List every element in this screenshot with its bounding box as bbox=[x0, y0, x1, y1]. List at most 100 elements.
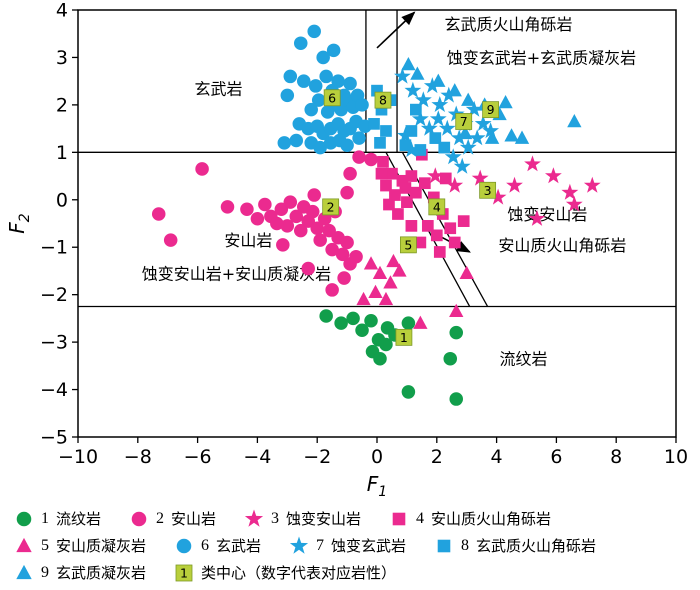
legend-item: 7 蚀变玄武岩 bbox=[289, 535, 406, 556]
data-point-series-8 bbox=[380, 125, 392, 137]
legend-row: 5 安山质凝灰岩 6 玄武岩 7 蚀变玄武岩 8 玄武质火山角砾岩 bbox=[14, 535, 700, 556]
circle-glyph bbox=[16, 511, 32, 526]
legend-item: 1 类中心（数字代表对应岩性） bbox=[174, 562, 396, 583]
legend-label: 蚀变玄武岩 bbox=[331, 537, 407, 555]
class-center-box bbox=[374, 91, 392, 109]
data-point-series-9 bbox=[567, 113, 582, 128]
y-tick-label: 2 bbox=[56, 94, 68, 116]
legend-label: 安山岩 bbox=[171, 510, 217, 528]
legend-label: 玄武质火山角砾岩 bbox=[476, 537, 597, 555]
data-point-series-2 bbox=[317, 211, 332, 226]
center-marker-icon: 1 bbox=[175, 564, 193, 581]
data-point-series-6 bbox=[289, 133, 304, 148]
data-point-series-9 bbox=[458, 125, 473, 140]
star-glyph bbox=[289, 536, 309, 554]
data-point-series-7 bbox=[459, 138, 477, 155]
data-point-series-2 bbox=[340, 185, 354, 200]
class-center-number: 5 bbox=[404, 237, 412, 252]
class-center: 2 bbox=[322, 198, 340, 216]
legend-label: 玄武质凝灰岩 bbox=[56, 564, 147, 582]
data-point-series-6 bbox=[319, 69, 333, 84]
data-point-series-7 bbox=[431, 96, 449, 112]
data-point-series-2 bbox=[195, 162, 209, 176]
y-axis-title: F2 bbox=[5, 213, 33, 234]
class-center: 8 bbox=[374, 91, 392, 109]
legend-item: 4 安山质火山角砾岩 bbox=[389, 508, 551, 529]
data-point-series-5 bbox=[368, 284, 383, 299]
data-point-series-4 bbox=[377, 155, 389, 168]
x-tick-label: 0 bbox=[371, 446, 383, 468]
x-tick-label: 2 bbox=[431, 446, 443, 468]
y-tick-label: 0 bbox=[56, 189, 68, 211]
legend-number: 1 bbox=[41, 509, 49, 527]
class-center-swatch-number: 1 bbox=[180, 565, 188, 580]
data-point-series-7 bbox=[453, 157, 471, 174]
data-point-series-6 bbox=[331, 74, 345, 88]
x-tick-label: 10 bbox=[664, 446, 688, 468]
class-center-number: 6 bbox=[328, 90, 336, 105]
data-point-series-3 bbox=[561, 183, 579, 200]
data-point-series-1 bbox=[443, 351, 458, 366]
data-point-series-8 bbox=[368, 118, 380, 130]
data-point-series-2 bbox=[163, 233, 178, 247]
data-point-series-1 bbox=[379, 337, 393, 352]
data-point-series-5 bbox=[386, 253, 401, 268]
legend-number: 7 bbox=[316, 536, 325, 554]
data-point-series-8 bbox=[429, 132, 442, 144]
circle-marker-icon bbox=[16, 511, 32, 526]
legend-item: 5 安山质凝灰岩 bbox=[14, 535, 146, 556]
y-tick-label: −2 bbox=[40, 284, 68, 306]
legend-item: 9 玄武质凝灰岩 bbox=[14, 562, 146, 583]
data-point-series-7 bbox=[404, 81, 422, 98]
data-point-series-3 bbox=[426, 167, 444, 184]
data-point-series-7 bbox=[444, 148, 462, 165]
triangle-glyph bbox=[16, 564, 32, 579]
x-tick-label: −2 bbox=[303, 446, 331, 468]
data-point-series-4 bbox=[410, 186, 422, 199]
data-point-series-6 bbox=[308, 79, 323, 93]
data-point-series-6 bbox=[283, 69, 298, 84]
data-point-series-2 bbox=[301, 261, 315, 276]
data-point-series-8 bbox=[438, 141, 451, 154]
data-point-series-4 bbox=[430, 229, 443, 242]
data-point-series-6 bbox=[340, 138, 354, 152]
legend-label: 玄武岩 bbox=[216, 537, 262, 555]
y-tick-label: 3 bbox=[56, 47, 68, 69]
data-point-series-3 bbox=[446, 176, 464, 193]
class-center-box bbox=[395, 328, 413, 346]
class-center-number: 9 bbox=[487, 102, 495, 117]
square-glyph bbox=[392, 512, 406, 525]
x-tick-label: −8 bbox=[124, 446, 152, 468]
data-point-series-2 bbox=[240, 202, 254, 217]
x-tick-label: −6 bbox=[184, 446, 212, 468]
class-center-number: 3 bbox=[484, 183, 492, 198]
class-center-number: 8 bbox=[379, 93, 387, 108]
data-point-series-4 bbox=[386, 167, 398, 180]
y-tick-label: −5 bbox=[40, 427, 68, 449]
data-point-series-9 bbox=[504, 128, 519, 142]
data-point-series-1 bbox=[373, 351, 387, 366]
data-point-series-1 bbox=[346, 311, 360, 326]
data-point-series-4 bbox=[418, 177, 431, 190]
data-point-series-2 bbox=[343, 166, 357, 181]
region-label: 玄武岩 bbox=[195, 79, 243, 98]
data-point-series-2 bbox=[258, 197, 272, 212]
data-point-series-4 bbox=[380, 179, 392, 192]
circle-glyph bbox=[176, 538, 192, 553]
data-point-series-2 bbox=[349, 249, 363, 264]
data-point-series-7 bbox=[411, 110, 429, 127]
legend-number: 6 bbox=[201, 536, 210, 554]
data-point-series-5 bbox=[459, 265, 474, 280]
legend-label: 蚀变安山岩 bbox=[286, 510, 362, 528]
legend-number: 3 bbox=[271, 509, 280, 527]
class-center-box bbox=[323, 89, 341, 107]
data-point-series-4 bbox=[439, 172, 452, 185]
data-point-series-5 bbox=[392, 263, 407, 277]
data-point-series-9 bbox=[484, 130, 500, 144]
data-point-series-1 bbox=[449, 325, 463, 340]
data-point-series-2 bbox=[305, 204, 320, 219]
data-point-series-2 bbox=[289, 209, 304, 224]
region-label: 玄武质火山角砾岩 bbox=[445, 15, 573, 34]
data-point-series-8 bbox=[410, 103, 422, 116]
data-point-series-6 bbox=[304, 102, 318, 117]
